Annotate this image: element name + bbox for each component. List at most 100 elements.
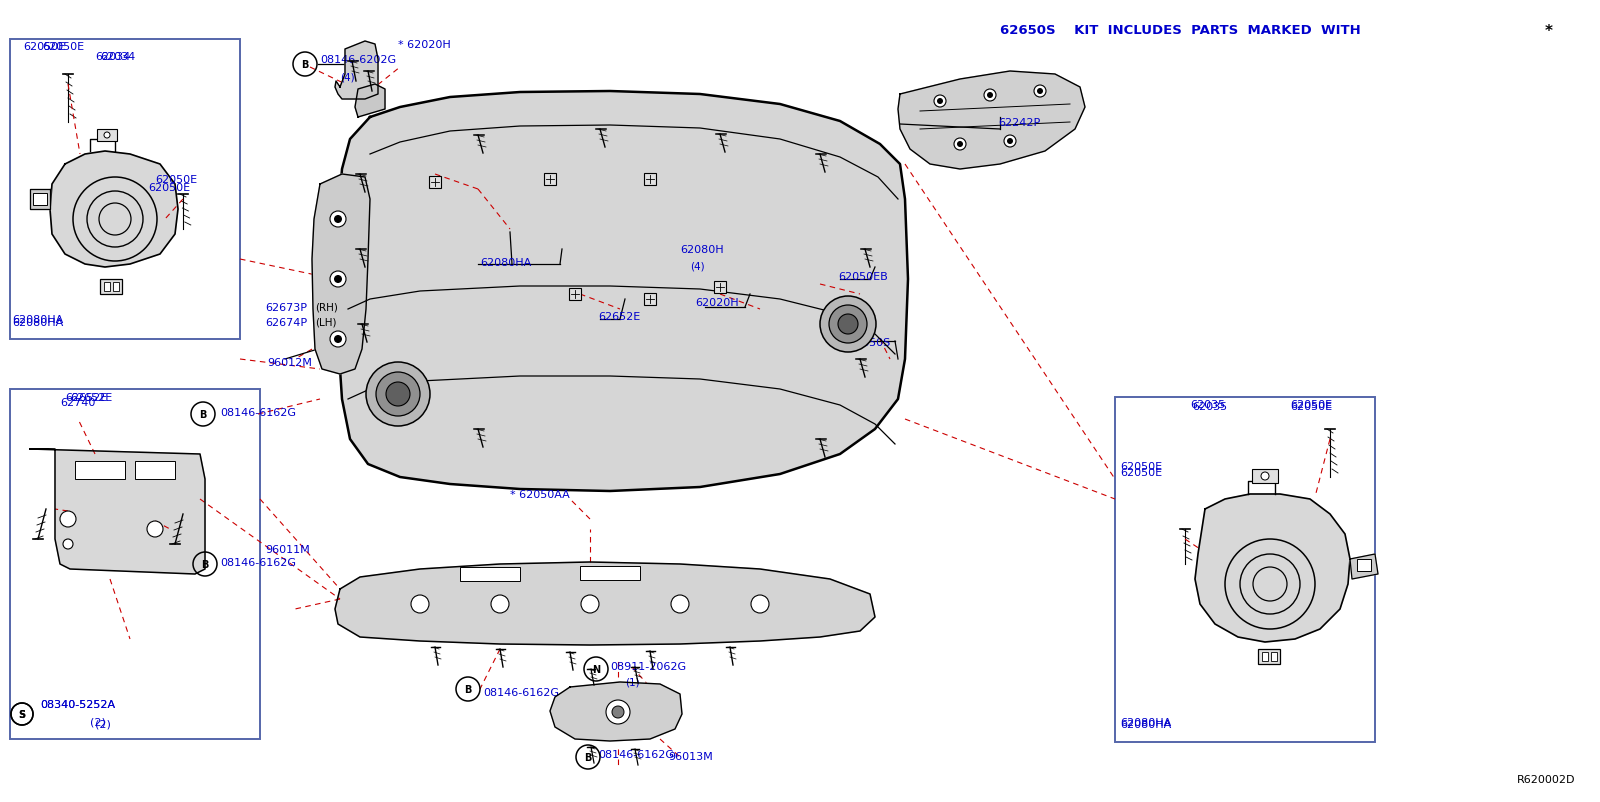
Text: 62050E: 62050E — [1290, 399, 1333, 410]
Text: 62050E: 62050E — [1120, 461, 1162, 472]
Text: 62674P: 62674P — [266, 318, 307, 327]
Text: 62080H: 62080H — [680, 245, 723, 255]
FancyBboxPatch shape — [104, 282, 110, 292]
FancyBboxPatch shape — [134, 461, 174, 480]
FancyBboxPatch shape — [429, 176, 442, 188]
Text: 62080HA: 62080HA — [480, 257, 531, 268]
FancyBboxPatch shape — [1262, 652, 1267, 661]
Text: 62673P: 62673P — [266, 302, 307, 313]
Circle shape — [104, 133, 110, 139]
FancyBboxPatch shape — [1270, 652, 1277, 661]
FancyBboxPatch shape — [714, 282, 726, 294]
Text: 08911-2062G: 08911-2062G — [610, 661, 686, 671]
Text: (RH): (RH) — [315, 302, 338, 313]
Text: 62740: 62740 — [61, 398, 96, 407]
FancyBboxPatch shape — [1258, 649, 1280, 664]
Text: B: B — [202, 559, 208, 569]
Text: B: B — [584, 752, 592, 762]
Circle shape — [838, 314, 858, 334]
Text: 62650S    KIT  INCLUDES  PARTS  MARKED  WITH: 62650S KIT INCLUDES PARTS MARKED WITH — [1000, 24, 1360, 37]
Text: B: B — [464, 684, 472, 695]
Circle shape — [1037, 89, 1043, 95]
Circle shape — [61, 512, 77, 528]
Text: 96011M: 96011M — [266, 545, 310, 554]
Text: 62035: 62035 — [1192, 402, 1227, 411]
Text: (2): (2) — [94, 719, 110, 729]
Polygon shape — [50, 152, 178, 268]
FancyBboxPatch shape — [579, 566, 640, 581]
Text: (1): (1) — [626, 677, 640, 687]
Text: 08146-6162G: 08146-6162G — [221, 407, 296, 418]
Circle shape — [670, 595, 690, 614]
Text: B: B — [200, 410, 206, 419]
Text: 62020H: 62020H — [694, 298, 739, 308]
Circle shape — [611, 706, 624, 718]
Text: S: S — [19, 709, 26, 719]
Circle shape — [1005, 136, 1016, 148]
Circle shape — [366, 363, 430, 427]
Text: (4): (4) — [339, 72, 355, 82]
Circle shape — [581, 595, 598, 614]
Text: R620002D: R620002D — [1517, 774, 1574, 784]
Circle shape — [934, 96, 946, 107]
Text: * 62050AA: * 62050AA — [510, 489, 570, 500]
FancyBboxPatch shape — [10, 390, 259, 739]
Circle shape — [491, 595, 509, 614]
FancyBboxPatch shape — [461, 567, 520, 581]
Text: 62034: 62034 — [99, 52, 136, 62]
Text: 62080HA: 62080HA — [13, 318, 64, 327]
Circle shape — [938, 99, 942, 105]
Text: S: S — [19, 709, 26, 719]
FancyBboxPatch shape — [643, 174, 656, 186]
Text: * 62020H: * 62020H — [398, 40, 451, 50]
Text: N: N — [592, 664, 600, 674]
Polygon shape — [1195, 494, 1350, 642]
Circle shape — [957, 142, 963, 148]
Text: 62050E: 62050E — [22, 42, 66, 52]
Text: 62050E: 62050E — [155, 175, 197, 184]
Polygon shape — [336, 92, 909, 492]
Text: 62652E: 62652E — [66, 392, 107, 403]
Text: 62050E: 62050E — [42, 42, 85, 52]
Circle shape — [386, 383, 410, 407]
Circle shape — [334, 216, 342, 224]
Circle shape — [1261, 472, 1269, 480]
FancyBboxPatch shape — [570, 289, 581, 301]
Text: 62035: 62035 — [1190, 399, 1226, 410]
Circle shape — [334, 335, 342, 343]
Text: (2): (2) — [90, 717, 106, 727]
Text: 62242P: 62242P — [998, 118, 1040, 128]
Text: 96013M: 96013M — [669, 751, 712, 761]
Text: 62050E: 62050E — [147, 183, 190, 192]
FancyBboxPatch shape — [1357, 559, 1371, 571]
FancyBboxPatch shape — [98, 130, 117, 142]
Text: 62050EB: 62050EB — [838, 272, 888, 282]
Polygon shape — [334, 562, 875, 645]
Circle shape — [987, 93, 994, 99]
Circle shape — [606, 700, 630, 724]
FancyBboxPatch shape — [1115, 398, 1374, 742]
Polygon shape — [30, 190, 50, 210]
Circle shape — [147, 521, 163, 537]
Text: 08146-6202G: 08146-6202G — [320, 55, 397, 65]
FancyBboxPatch shape — [114, 282, 118, 292]
Text: 96012M: 96012M — [267, 358, 312, 367]
Text: 62652E: 62652E — [598, 312, 640, 322]
Circle shape — [376, 373, 419, 416]
Polygon shape — [1350, 554, 1378, 579]
FancyBboxPatch shape — [99, 280, 122, 294]
Text: *: * — [1546, 24, 1554, 39]
Text: 62050E: 62050E — [1290, 402, 1333, 411]
Circle shape — [819, 297, 877, 353]
Text: 62080HA: 62080HA — [13, 314, 64, 325]
FancyBboxPatch shape — [1251, 469, 1278, 484]
Polygon shape — [355, 85, 386, 118]
FancyBboxPatch shape — [10, 40, 240, 339]
Text: 62080HA: 62080HA — [1120, 717, 1171, 727]
FancyBboxPatch shape — [643, 294, 656, 306]
Text: 62080HA: 62080HA — [1120, 719, 1171, 729]
Text: 08146-6162G: 08146-6162G — [221, 557, 296, 567]
Text: (LH): (LH) — [315, 318, 336, 327]
Polygon shape — [312, 175, 370, 375]
Circle shape — [411, 595, 429, 614]
